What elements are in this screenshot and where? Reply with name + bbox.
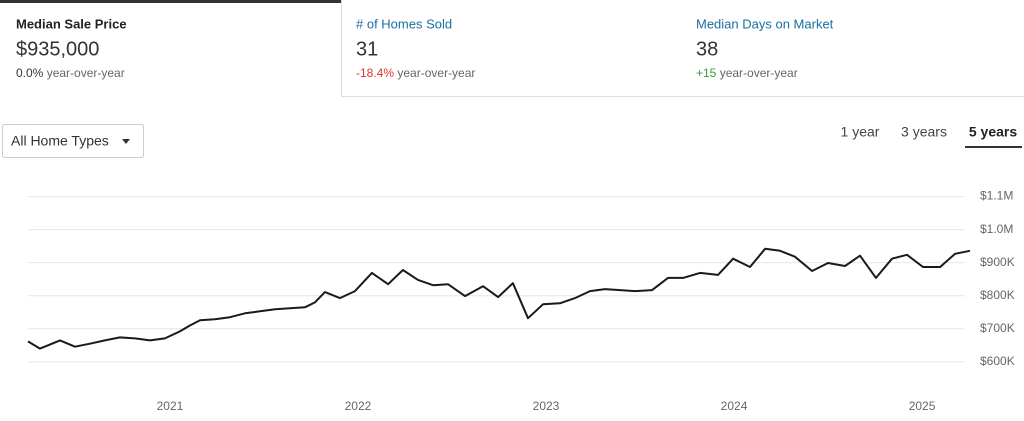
metric-value: 38 <box>696 38 718 60</box>
range-option[interactable]: 5 years <box>969 124 1017 140</box>
y-tick-label: $1.1M <box>980 189 1013 203</box>
metric-tab[interactable]: Median Sale Price $935,000 0.0% year-ove… <box>16 16 127 80</box>
x-tick-label: 2021 <box>157 399 184 413</box>
range-option[interactable]: 1 year <box>841 124 880 140</box>
y-tick-label: $900K <box>980 255 1015 269</box>
price-chart: $600K $700K $800K $900K $1.0M $1.1M 2021 2022 20… <box>27 189 1015 413</box>
metric-change-label: year-over-year <box>397 66 475 80</box>
range-option[interactable]: 3 years <box>901 124 947 140</box>
metric-change-label: year-over-year <box>47 66 125 80</box>
dropdown-box <box>2 124 144 158</box>
metric-title: Median Days on Market <box>696 16 834 31</box>
x-tick-label: 2024 <box>721 399 748 413</box>
y-tick-label: $1.0M <box>980 222 1013 236</box>
active-tab-bar <box>0 0 341 3</box>
metric-change-line: 0.0% year-over-year <box>16 66 125 80</box>
range-underline <box>965 146 1022 148</box>
home-type-dropdown[interactable]: All Home Types <box>2 124 144 158</box>
metric-value: $935,000 <box>16 38 99 60</box>
y-tick-label: $800K <box>980 288 1015 302</box>
metric-change: -18.4% <box>356 66 394 80</box>
tab-bg <box>341 0 1024 96</box>
metric-change: +15 <box>696 66 717 80</box>
price-line <box>27 247 971 350</box>
y-tick-label: $700K <box>980 321 1015 335</box>
metric-change: 0.0% <box>16 66 44 80</box>
metric-title: # of Homes Sold <box>356 16 452 31</box>
range-selector: 1 year 3 years 5 years <box>841 124 1022 148</box>
x-tick-label: 2022 <box>345 399 372 413</box>
metric-tab[interactable]: # of Homes Sold 31 -18.4% year-over-year <box>356 16 475 80</box>
y-tick-label: $600K <box>980 354 1015 368</box>
x-tick-label: 2025 <box>909 399 936 413</box>
metric-change-line: -18.4% year-over-year <box>356 66 475 80</box>
metric-change-line: +15 year-over-year <box>696 66 798 80</box>
dropdown-caret <box>122 139 130 144</box>
metric-change-label: year-over-year <box>720 66 798 80</box>
metric-tab[interactable]: Median Days on Market 38 +15 year-over-y… <box>696 16 834 80</box>
metric-title: Median Sale Price <box>16 16 127 31</box>
dropdown-label: All Home Types <box>11 133 109 149</box>
metric-value: 31 <box>356 38 378 60</box>
x-tick-label: 2023 <box>533 399 560 413</box>
